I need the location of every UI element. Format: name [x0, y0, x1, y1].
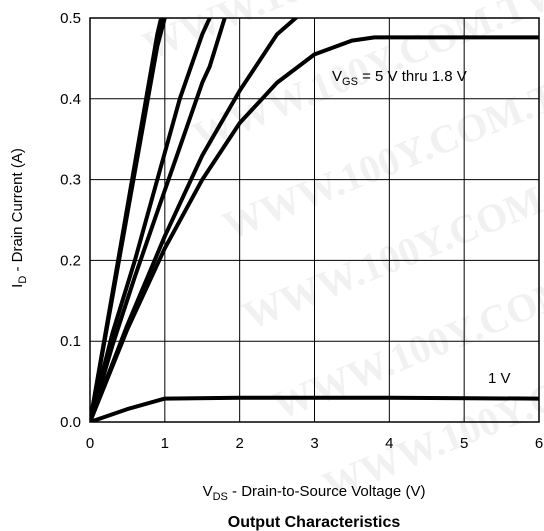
x-tick-label-0: 0 [86, 435, 94, 452]
series-line-3 [90, 18, 227, 422]
x-tick-label-2: 2 [235, 435, 243, 452]
y-tick-label-2: 0.2 [60, 252, 81, 269]
curve-layer [90, 18, 539, 422]
y-tick-label-0: 0.0 [60, 414, 81, 431]
x-tick-label-6: 6 [535, 435, 543, 452]
y-tick-label-4: 0.4 [60, 91, 81, 108]
y-tick-label-1: 0.1 [60, 333, 81, 350]
x-tick-label-3: 3 [310, 435, 318, 452]
series-line-6 [90, 395, 539, 422]
x-tick-label-5: 5 [460, 435, 468, 452]
series-line-5 [90, 35, 539, 422]
annotation-vgs-range: VGS = 5 V thru 1.8 V [332, 68, 467, 88]
x-tick-label-4: 4 [385, 435, 393, 452]
chart-title: Output Characteristics [228, 514, 401, 531]
y-tick-label-3: 0.3 [60, 172, 81, 189]
y-axis-label: ID - Drain Current (A) [9, 148, 29, 288]
grid-lines [90, 18, 539, 422]
annotation-1v: 1 V [488, 370, 511, 387]
x-axis-label: VDS - Drain-to-Source Voltage (V) [203, 483, 426, 503]
x-tick-label-1: 1 [161, 435, 169, 452]
series-line-2 [90, 18, 212, 422]
y-tick-labels: 0.0 0.1 0.2 0.3 0.4 0.5 [60, 10, 81, 431]
x-tick-labels: 0 1 2 3 4 5 6 [86, 435, 543, 452]
plot-frame [89, 17, 540, 423]
y-tick-label-5: 0.5 [60, 10, 81, 27]
series-line-1 [90, 18, 167, 422]
